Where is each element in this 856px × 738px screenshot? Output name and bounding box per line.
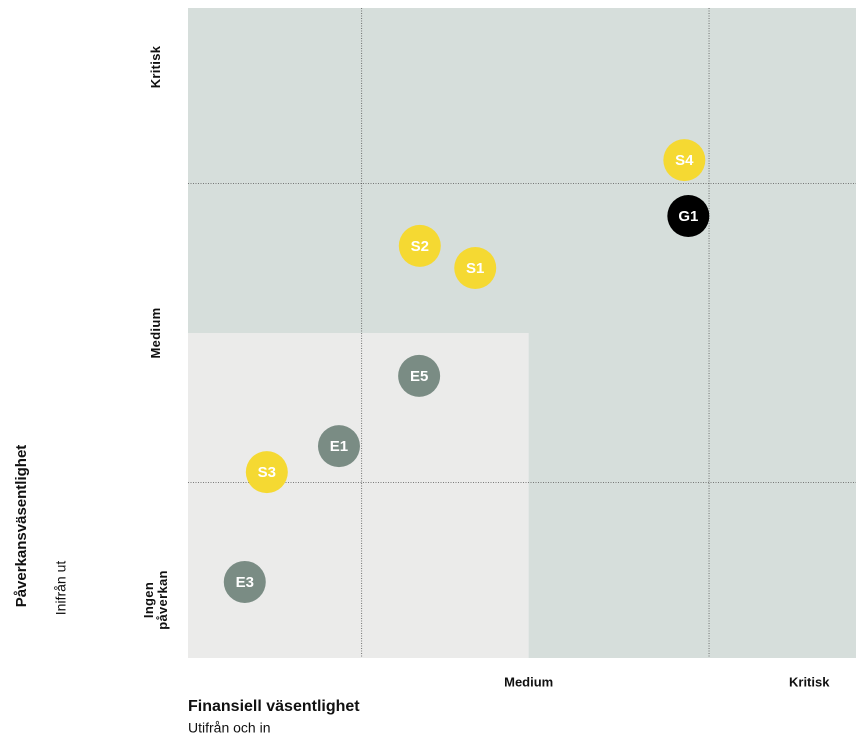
- point: S4: [663, 139, 706, 182]
- point-label: E5: [410, 368, 428, 385]
- x-axis-title: Finansiell väsentlighet: [188, 698, 360, 715]
- point-label: S4: [675, 152, 694, 169]
- point: E3: [223, 560, 266, 603]
- point-marker: [223, 560, 266, 603]
- point-marker: [663, 139, 706, 182]
- point-marker: [667, 195, 710, 237]
- point: E1: [317, 425, 360, 468]
- y-axis-subtitle: Inifrån ut: [53, 561, 69, 616]
- point-marker: [245, 451, 288, 494]
- quadrant: [188, 333, 529, 658]
- point-label: G1: [678, 208, 698, 225]
- y-axis-title: Påverkansväsentlighet: [13, 445, 30, 608]
- point: S1: [454, 247, 497, 289]
- point-label: E3: [236, 574, 254, 591]
- x-tick-label: Kritisk: [789, 674, 830, 689]
- point-label: S1: [466, 260, 484, 277]
- y-tick-label: Kritisk: [148, 45, 163, 88]
- x-axis-subtitle: Utifrån och in: [188, 720, 270, 736]
- point-marker: [317, 425, 360, 468]
- point-label: E1: [330, 438, 348, 455]
- point: S2: [398, 224, 441, 267]
- point: E5: [398, 354, 441, 397]
- point: S3: [245, 451, 288, 494]
- point-marker: [454, 247, 497, 289]
- point-label: S3: [258, 464, 276, 481]
- point-marker: [398, 224, 441, 267]
- point-label: S2: [411, 238, 429, 255]
- point-marker: [398, 354, 441, 397]
- x-tick-label: Medium: [504, 674, 553, 689]
- point: G1: [667, 195, 710, 237]
- y-tick-label: Ingen påverkan: [141, 569, 170, 630]
- y-tick-label: Medium: [148, 307, 163, 359]
